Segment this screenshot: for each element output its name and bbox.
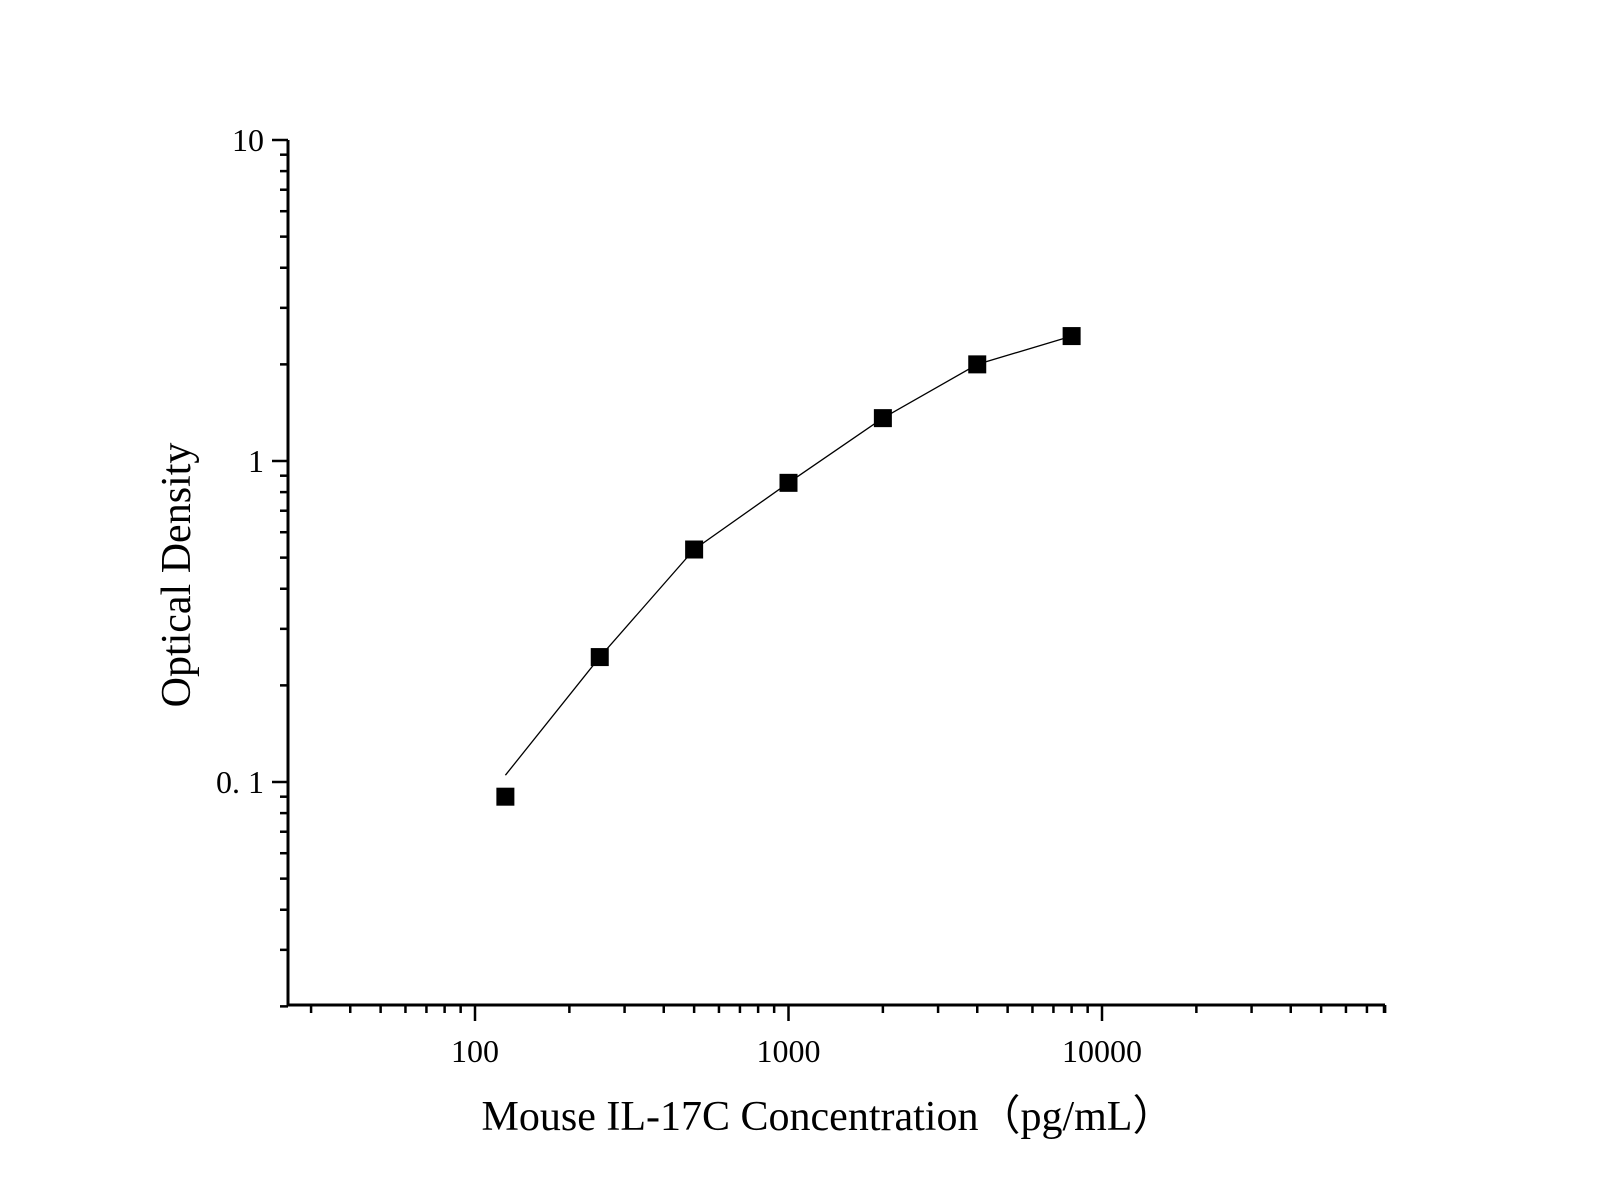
fit-curve-line — [504, 335, 1072, 776]
x-tick-label: 100 — [451, 1033, 499, 1069]
tick-labels: 100 1000 10000 0. 1 1 10 — [216, 122, 1142, 1069]
axes — [286, 140, 1385, 1007]
data-point — [779, 473, 798, 492]
tick-marks — [272, 138, 1387, 1021]
data-point — [496, 787, 515, 806]
data-point — [1062, 327, 1081, 346]
data-points — [496, 327, 1081, 806]
x-tick-label: 1000 — [757, 1033, 821, 1069]
fit-curve — [504, 335, 1072, 776]
data-point — [590, 648, 609, 667]
y-axis-title: Optical Density — [154, 443, 200, 708]
data-point — [873, 409, 892, 428]
y-tick-label: 1 — [248, 443, 264, 479]
y-tick-label: 0. 1 — [216, 764, 264, 800]
data-point — [685, 540, 704, 559]
x-axis-title: Mouse IL-17C Concentration（pg/mL） — [482, 1094, 1175, 1140]
data-point — [968, 355, 987, 374]
y-tick-label: 10 — [232, 122, 264, 158]
x-tick-label: 10000 — [1062, 1033, 1142, 1069]
